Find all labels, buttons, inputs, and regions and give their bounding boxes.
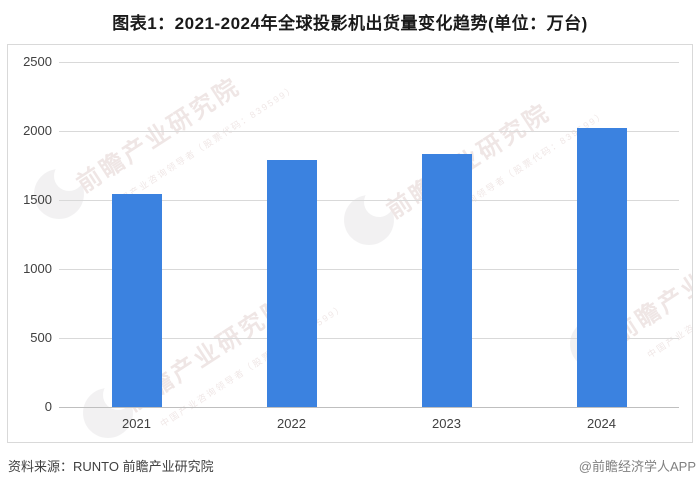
- x-tick-label-2024: 2024: [587, 416, 616, 431]
- gridline-1500: [59, 200, 679, 201]
- x-tick-label-2021: 2021: [122, 416, 151, 431]
- gridline-500: [59, 338, 679, 339]
- x-tick-label-2023: 2023: [432, 416, 461, 431]
- y-tick-label-500: 500: [30, 330, 52, 345]
- gridline-2500: [59, 62, 679, 63]
- y-tick-label-2000: 2000: [23, 123, 52, 138]
- gridline-0: [59, 407, 679, 408]
- y-tick-label-2500: 2500: [23, 54, 52, 69]
- gridline-2000: [59, 131, 679, 132]
- x-tick-label-2022: 2022: [277, 416, 306, 431]
- bar-2023: [421, 154, 472, 407]
- page-title: 图表1：2021-2024年全球投影机出货量变化趋势(单位：万台): [112, 14, 588, 33]
- source-note: 资料来源：RUNTO 前瞻产业研究院: [8, 459, 214, 474]
- y-tick-label-1000: 1000: [23, 261, 52, 276]
- plot-area: [59, 62, 679, 408]
- y-tick-label-0: 0: [44, 399, 52, 414]
- bar-2022: [266, 159, 317, 407]
- chart-frame: 前瞻产业研究院 中国产业咨询领导者（股票代码：839599） 前瞻产业研究院 中…: [7, 44, 693, 443]
- credit-note: @前瞻经济学人APP: [578, 459, 696, 474]
- gridline-1000: [59, 269, 679, 270]
- bar-2024: [576, 127, 627, 407]
- y-tick-label-1500: 1500: [23, 192, 52, 207]
- bar-2021: [111, 194, 162, 407]
